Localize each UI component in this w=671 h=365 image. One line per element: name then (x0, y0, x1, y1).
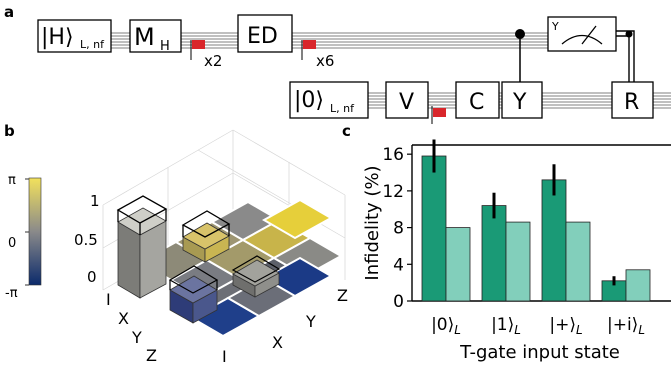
matrix-bar-xx (168, 265, 219, 324)
y-tick-label: 8 (393, 219, 404, 239)
gate-r-label: R (624, 90, 639, 115)
bottom-state-box: |0⟩ L, nf (289, 81, 369, 119)
classical-dot (625, 30, 633, 38)
bar-|+⟩L-s0 (541, 179, 567, 302)
repeat-count-1: x2 (204, 52, 222, 70)
matrix-bar-yy (231, 255, 281, 298)
x-tick-label: |+⟩L (549, 315, 582, 337)
panel-label-b: b (4, 122, 15, 140)
colorbar-tick-mid: 0 (8, 236, 16, 251)
gate-c: C (455, 81, 500, 119)
bar-|1⟩L-s1 (505, 221, 531, 302)
gate-ed: ED (237, 14, 293, 53)
y-tick-label: 16 (382, 145, 404, 165)
x-tick-label: |0⟩L (431, 315, 461, 337)
bar-|0⟩L-s0 (421, 155, 447, 302)
gate-y: Y (501, 81, 543, 119)
matrix-bar-iy (181, 210, 231, 263)
gate-ed-label: ED (247, 24, 278, 49)
row-label-x: X (118, 309, 129, 328)
col-label-y: Y (305, 312, 316, 331)
bottom-state-label: |0⟩ (294, 88, 324, 113)
bottom-state-subscript: L, nf (330, 102, 355, 115)
gate-m-subscript: H (160, 39, 170, 54)
x-tick-label: |+i⟩L (607, 315, 645, 337)
z-tick-0.5: 0.5 (74, 231, 98, 249)
colorbar-tick-bottom: -π (5, 286, 18, 301)
panel-label-c: c (342, 122, 351, 140)
col-label-z: Z (337, 286, 348, 305)
z-tick-0: 0 (87, 268, 97, 286)
gate-y-label: Y (512, 90, 527, 115)
gate-c-label: C (469, 90, 484, 115)
bar-|+i⟩L-s1 (625, 269, 651, 302)
row-label-i: I (106, 290, 111, 309)
gate-m-h: M H (129, 19, 182, 54)
top-state-label: |H⟩ (41, 25, 74, 50)
panel-label-a: a (4, 3, 14, 21)
flag-icon (301, 40, 316, 60)
col-label-x: X (272, 333, 283, 352)
y-tick-label: 0 (393, 292, 404, 312)
top-state-subscript: L, nf (80, 38, 105, 51)
gate-r: R (611, 81, 654, 119)
matrix-bar-ii (116, 195, 168, 299)
x-tick-label: |1⟩L (491, 315, 521, 337)
row-label-z: Z (146, 346, 157, 365)
classical-line (616, 30, 635, 82)
gate-v-label: V (399, 90, 414, 115)
flag-icon (431, 106, 446, 124)
matrix-col-labels: I X Y Z (222, 286, 348, 365)
y-tick-label: 12 (382, 182, 404, 202)
y-tick-label: 4 (393, 255, 404, 275)
bar-|+⟩L-s1 (565, 221, 591, 302)
repeat-count-2: x6 (316, 52, 334, 70)
gate-v: V (385, 81, 429, 119)
measurement-meter: Y (547, 16, 617, 52)
bar-|1⟩L-s0 (481, 205, 507, 302)
top-wire-bundle (111, 32, 548, 49)
flag-icon (190, 40, 205, 60)
col-label-i: I (222, 347, 227, 365)
control-dot (515, 29, 525, 39)
colorbar: π 0 -π (5, 173, 42, 301)
z-tick-1: 1 (90, 192, 100, 210)
gate-m-label: M (134, 23, 155, 51)
top-state-box: |H⟩ L, nf (37, 19, 112, 53)
colorbar-tick-top: π (8, 173, 16, 188)
bar-|0⟩L-s1 (445, 227, 471, 302)
matrix-row-labels: I X Y Z (106, 290, 157, 365)
x-axis-title: T-gate input state (459, 342, 620, 363)
meter-label: Y (551, 20, 559, 33)
y-axis-title: Infidelity (%) (362, 165, 383, 280)
row-label-y: Y (131, 328, 142, 347)
